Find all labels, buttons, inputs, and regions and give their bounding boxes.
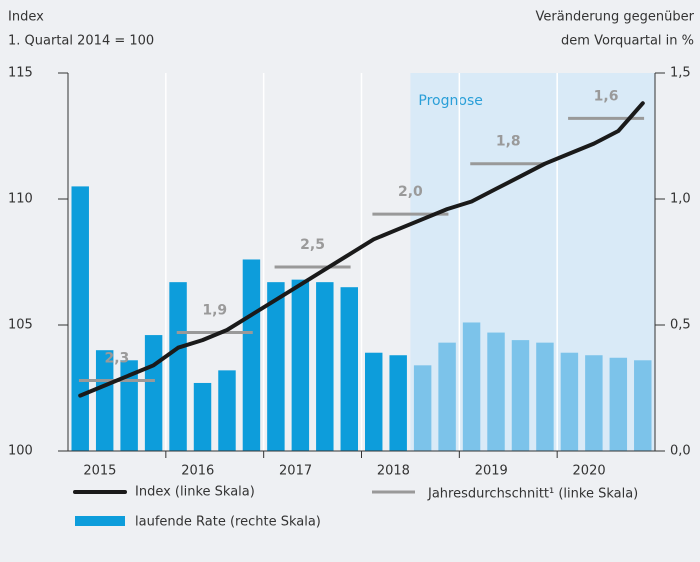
y2-tick-label: 1,5 bbox=[670, 66, 691, 81]
index-line bbox=[78, 101, 645, 398]
bar bbox=[389, 355, 407, 451]
bar bbox=[291, 279, 310, 451]
annual-label: 1,8 bbox=[496, 134, 521, 150]
bar bbox=[536, 342, 554, 451]
bar bbox=[144, 335, 163, 451]
y-tick-label: 115 bbox=[8, 66, 33, 81]
bar bbox=[340, 287, 358, 451]
y2-tick-label: 0,5 bbox=[670, 318, 691, 333]
bar bbox=[634, 360, 652, 451]
y2-tick-label: 0,0 bbox=[670, 444, 691, 459]
bar bbox=[218, 370, 236, 451]
bar bbox=[438, 342, 456, 451]
x-tick-label: 2018 bbox=[377, 464, 410, 479]
bar bbox=[193, 382, 212, 451]
x-tick-label: 2019 bbox=[475, 464, 508, 479]
y-tick-label: 100 bbox=[8, 444, 33, 459]
bar bbox=[609, 357, 628, 451]
x-tick-label: 2017 bbox=[279, 464, 312, 479]
bar bbox=[242, 259, 261, 451]
bar bbox=[95, 350, 114, 451]
bar bbox=[120, 360, 138, 451]
right-axis-title: Veränderung gegenüber bbox=[536, 10, 695, 25]
y-tick-label: 110 bbox=[8, 192, 33, 207]
y2-tick-label: 1,0 bbox=[670, 192, 691, 207]
legend-label: Jahresdurchschnitt¹ (linke Skala) bbox=[427, 487, 638, 502]
x-tick-label: 2016 bbox=[181, 464, 214, 479]
bar bbox=[71, 186, 89, 451]
legend-swatch bbox=[75, 516, 125, 526]
annual-label: 1,9 bbox=[202, 303, 227, 319]
bar bbox=[316, 282, 334, 451]
bar bbox=[511, 340, 530, 451]
bar bbox=[585, 355, 603, 451]
y-tick-label: 105 bbox=[8, 318, 33, 333]
legend-label: laufende Rate (rechte Skala) bbox=[135, 515, 321, 530]
annual-label: 2,0 bbox=[398, 184, 423, 200]
left-axis-title: Index bbox=[8, 10, 44, 25]
left-axis-title: 1. Quartal 2014 = 100 bbox=[8, 34, 154, 49]
x-tick-label: 2020 bbox=[573, 464, 606, 479]
bar bbox=[365, 352, 383, 451]
bar bbox=[560, 352, 579, 451]
bar bbox=[413, 365, 432, 451]
x-tick-label: 2015 bbox=[83, 464, 116, 479]
bar bbox=[487, 332, 505, 451]
annual-label: 1,6 bbox=[594, 88, 619, 104]
legend-label: Index (linke Skala) bbox=[135, 485, 255, 500]
right-axis-title: dem Vorquartal in % bbox=[561, 34, 694, 49]
bar bbox=[169, 282, 187, 451]
annual-label: 2,5 bbox=[300, 237, 325, 253]
bar bbox=[267, 282, 285, 451]
annual-label: 2,3 bbox=[105, 350, 130, 366]
forecast-label: Prognose bbox=[418, 93, 482, 109]
bar bbox=[462, 322, 481, 451]
